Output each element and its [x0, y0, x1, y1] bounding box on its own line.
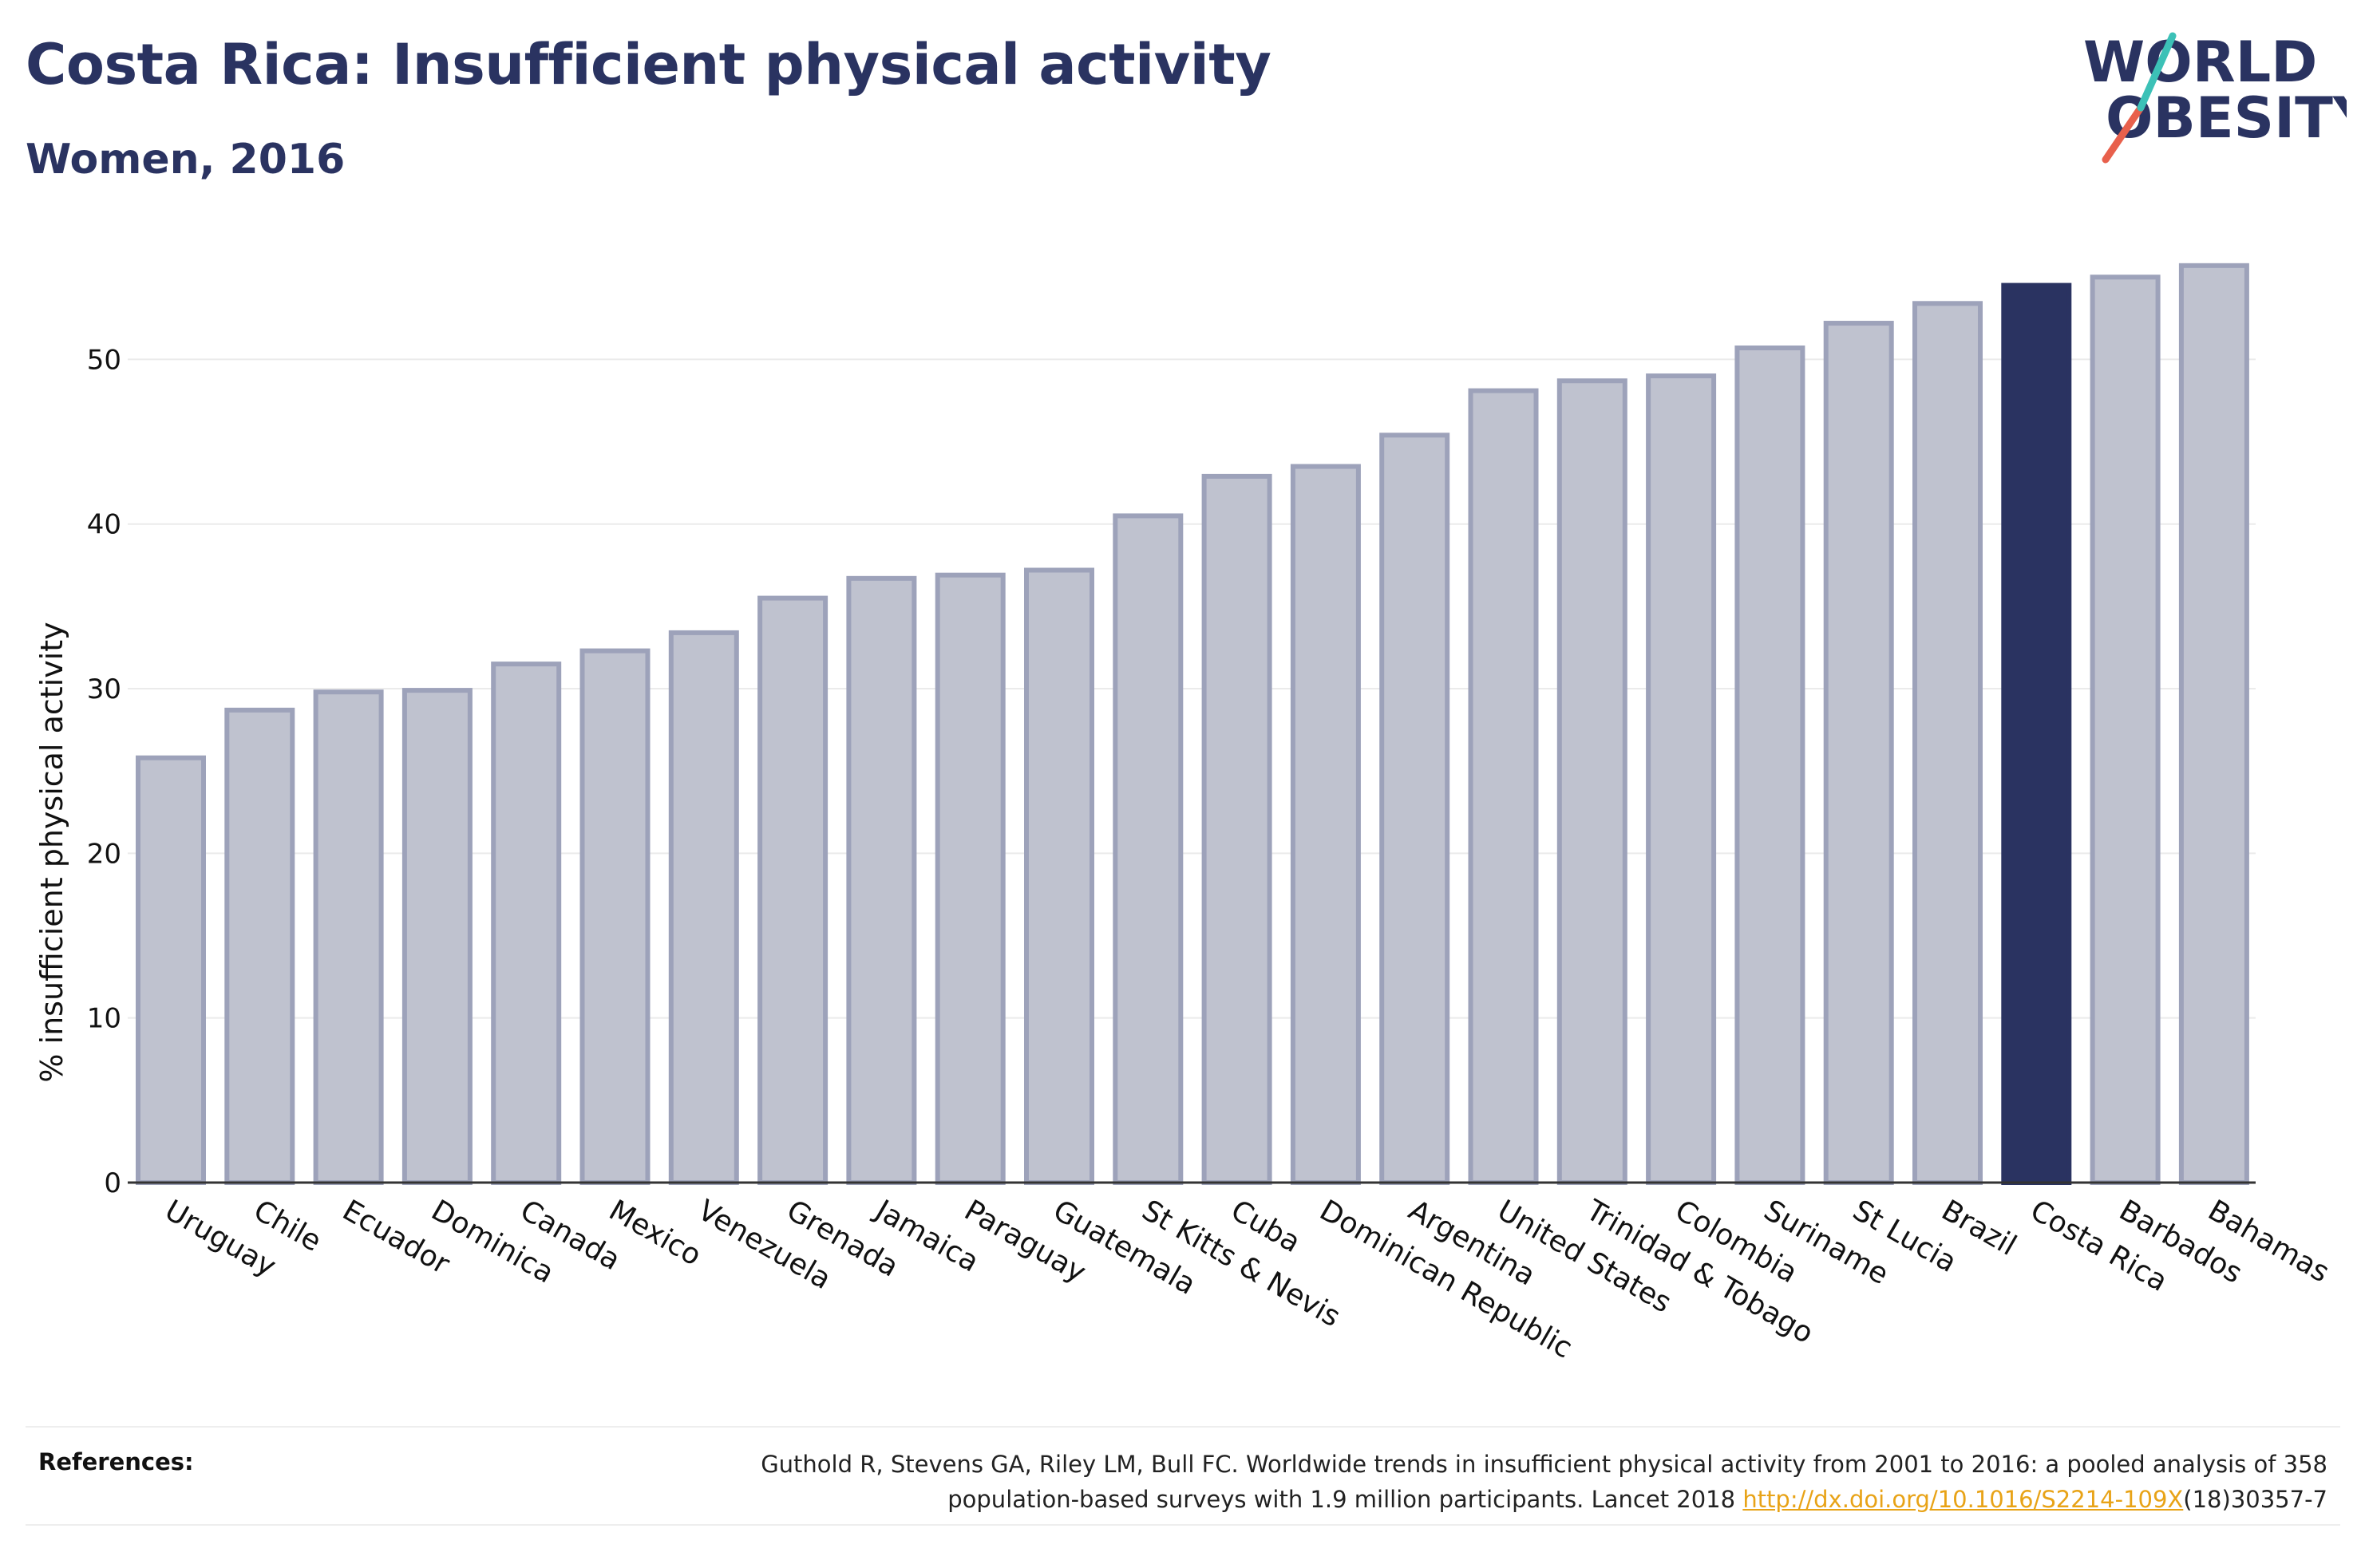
bar	[224, 707, 295, 1185]
bar	[1379, 432, 1450, 1185]
bar	[2178, 263, 2249, 1185]
reference-line-2: population-based surveys with 1.9 millio…	[532, 1482, 2327, 1517]
y-tick-label: 40	[87, 509, 121, 541]
bar	[846, 575, 917, 1185]
bar	[1113, 513, 1184, 1185]
chart-subtitle: Women, 2016	[26, 136, 346, 184]
bar	[1646, 373, 1717, 1186]
world-obesity-logo: WORLD OBESITY	[2083, 32, 2347, 164]
reference-line-2-start: population-based surveys with 1.9 millio…	[947, 1486, 1743, 1513]
logo-line-1: WORLD	[2083, 32, 2317, 95]
reference-line-1: Guthold R, Stevens GA, Riley LM, Bull FC…	[761, 1451, 2327, 1478]
reference-line-2-end: (18)30357-7	[2183, 1486, 2327, 1513]
bar	[1024, 567, 1094, 1185]
bar	[579, 648, 651, 1185]
bar	[491, 662, 562, 1185]
references-top-rule	[26, 1426, 2340, 1428]
bar-highlighted	[2001, 282, 2072, 1185]
bar	[1201, 473, 1272, 1185]
y-tick-label: 50	[87, 344, 121, 376]
bar	[1912, 301, 1983, 1185]
chart-title: Costa Rica: Insufficient physical activi…	[26, 32, 1271, 97]
references-label: References:	[38, 1448, 194, 1475]
grid-lines	[128, 358, 2256, 1019]
y-tick-label: 30	[87, 673, 121, 705]
bar	[136, 755, 206, 1185]
references-bottom-rule	[26, 1524, 2340, 1526]
x-tick-label: Mexico	[603, 1194, 706, 1272]
doi-link[interactable]: http://dx.doi.org/10.1016/S2214-109X	[1742, 1486, 2184, 1513]
bar	[1468, 388, 1539, 1186]
bar	[2090, 274, 2161, 1185]
references-text: Guthold R, Stevens GA, Riley LM, Bull FC…	[532, 1447, 2327, 1517]
bar	[1734, 345, 1805, 1185]
bar	[1290, 464, 1361, 1185]
bar	[1823, 321, 1894, 1185]
y-tick-label: 0	[104, 1167, 121, 1199]
y-tick-label: 20	[87, 838, 121, 870]
bars	[136, 263, 2249, 1186]
bar	[668, 630, 739, 1185]
bar	[757, 595, 829, 1185]
bar	[401, 688, 473, 1185]
y-axis-label: % insufficient physical activity	[34, 622, 69, 1082]
bar	[1556, 378, 1627, 1185]
bar	[313, 689, 384, 1185]
bar	[935, 572, 1006, 1185]
y-tick-label: 10	[87, 1003, 121, 1035]
